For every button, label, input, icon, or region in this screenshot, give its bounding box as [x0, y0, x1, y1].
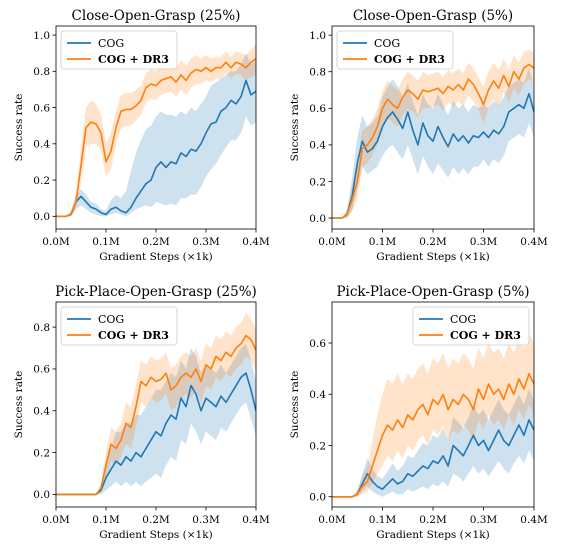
- band-cog-dr3: [332, 332, 534, 497]
- x-tick-label: 0.0M: [318, 236, 346, 248]
- band-cog: [56, 53, 256, 217]
- x-tick-label: 0.3M: [470, 236, 498, 248]
- x-tick-label: 0.4M: [242, 514, 270, 526]
- y-tick-label: 0.8: [33, 322, 50, 334]
- chart-panel-4: 0.0M 0.1M 0.2M 0.3M 0.4M 0.0 0.2 0.4 0.6 Pick-Pla…: [289, 284, 548, 541]
- y-tick-label: 0.8: [309, 67, 326, 79]
- line-cog: [56, 372, 256, 496]
- chart-panel-3: 0.0M 0.1M 0.2M 0.3M 0.4M 0.0 0.2 0.4 0.6 0.8 Pick-…: [13, 284, 270, 541]
- x-axis-label: Gradient Steps (×1k): [376, 251, 489, 263]
- legend-label-cog-dr3: COG + DR3: [98, 53, 169, 66]
- y-tick-label: 1.0: [309, 30, 326, 42]
- y-tick-label: 0.2: [309, 176, 326, 188]
- chart-panel-2: 0.0M 0.1M 0.2M 0.3M 0.4M 0.0 0.2 0.4 0.6 0.8 1.0 Cl…: [289, 8, 548, 263]
- y-axis-label: Success rate: [13, 94, 25, 162]
- band-cog: [56, 343, 256, 495]
- line-cog-dr3: [56, 57, 256, 218]
- legend-label-cog: COG: [374, 37, 400, 50]
- band-cog: [332, 389, 534, 497]
- x-axis-label: Gradient Steps (×1k): [99, 251, 212, 263]
- legend-label-cog-dr3: COG + DR3: [374, 53, 445, 66]
- line-cog-dr3: [332, 372, 534, 498]
- band-cog-dr3: [56, 312, 256, 495]
- y-tick-label: 0.4: [33, 139, 50, 151]
- y-tick-label: 0.8: [33, 66, 50, 78]
- line-cog: [332, 419, 534, 498]
- chart-title: Close-Open-Grasp (5%): [353, 8, 513, 24]
- plot-area: [56, 44, 256, 218]
- line-cog-dr3: [332, 63, 534, 219]
- band-cog-dr3: [332, 49, 534, 218]
- x-axis-label: Gradient Steps (×1k): [99, 529, 212, 541]
- legend-label-cog: COG: [98, 37, 124, 50]
- chart-panel-1: 0.0M 0.1M 0.2M 0.3M 0.4M 0.0 0.2 0.4 0.6 0.8 1.0 Cl…: [13, 8, 270, 263]
- x-tick-label: 0.4M: [520, 514, 548, 526]
- x-tick-label: 0.3M: [192, 514, 220, 526]
- band-cog: [332, 68, 534, 218]
- x-tick-label: 0.2M: [142, 514, 170, 526]
- legend: COG COG + DR3: [60, 30, 178, 70]
- plot-area: [56, 312, 256, 496]
- legend-label-cog: COG: [98, 313, 124, 326]
- y-tick-label: 0.0: [33, 489, 50, 501]
- y-tick-label: 0.6: [309, 103, 326, 115]
- x-tick-label: 0.4M: [242, 236, 270, 248]
- line-cog-dr3: [56, 334, 256, 496]
- y-tick-label: 0.4: [309, 389, 326, 401]
- chart-title: Close-Open-Grasp (25%): [72, 8, 241, 24]
- line-cog: [332, 92, 534, 219]
- y-tick-label: 0.2: [309, 440, 326, 452]
- x-axis-label: Gradient Steps (×1k): [376, 529, 489, 541]
- x-tick-label: 0.4M: [520, 236, 548, 248]
- x-tick-label: 0.2M: [419, 514, 447, 526]
- y-tick-label: 0.0: [309, 492, 326, 504]
- y-tick-label: 0.0: [33, 211, 50, 223]
- chart-title: Pick-Place-Open-Grasp (25%): [55, 284, 257, 300]
- y-tick-label: 0.4: [309, 140, 326, 152]
- x-tick-label: 0.1M: [369, 514, 397, 526]
- y-tick-label: 0.6: [33, 364, 50, 376]
- x-tick-label: 0.1M: [92, 514, 120, 526]
- plot-area: [332, 49, 534, 219]
- x-tick-label: 0.2M: [142, 236, 170, 248]
- chart-title: Pick-Place-Open-Grasp (5%): [336, 284, 529, 300]
- y-axis-label: Success rate: [13, 371, 25, 439]
- y-axis-label: Success rate: [289, 94, 301, 162]
- legend-label-cog-dr3: COG + DR3: [450, 329, 521, 342]
- y-tick-label: 0.6: [33, 102, 50, 114]
- x-tick-label: 0.0M: [318, 514, 346, 526]
- plot-area: [332, 332, 534, 498]
- y-tick-label: 1.0: [33, 30, 50, 42]
- y-axis-label: Success rate: [289, 371, 301, 439]
- x-tick-label: 0.3M: [192, 236, 220, 248]
- x-tick-label: 0.1M: [92, 236, 120, 248]
- legend: COG COG + DR3: [60, 306, 178, 346]
- y-tick-label: 0.0: [309, 213, 326, 225]
- legend: COG COG + DR3: [412, 306, 530, 346]
- y-tick-label: 0.6: [309, 338, 326, 350]
- legend-label-cog: COG: [450, 313, 476, 326]
- x-tick-label: 0.3M: [470, 514, 498, 526]
- x-tick-label: 0.0M: [42, 514, 70, 526]
- y-tick-label: 0.2: [33, 175, 50, 187]
- x-tick-label: 0.0M: [42, 236, 70, 248]
- band-cog-dr3: [56, 44, 256, 217]
- legend-label-cog-dr3: COG + DR3: [98, 329, 169, 342]
- x-tick-label: 0.2M: [419, 236, 447, 248]
- line-cog: [56, 79, 256, 218]
- x-tick-label: 0.1M: [369, 236, 397, 248]
- y-tick-label: 0.4: [33, 406, 50, 418]
- y-tick-label: 0.2: [33, 447, 50, 459]
- legend: COG COG + DR3: [336, 30, 454, 70]
